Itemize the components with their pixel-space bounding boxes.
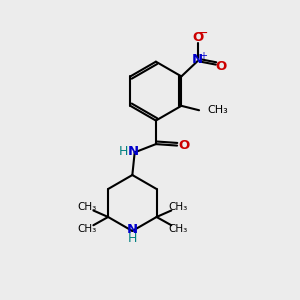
- Text: N: N: [128, 145, 139, 158]
- Text: O: O: [215, 60, 227, 73]
- Text: O: O: [192, 31, 203, 44]
- Text: −: −: [198, 27, 208, 40]
- Text: H: H: [128, 232, 137, 245]
- Text: N: N: [127, 223, 138, 236]
- Text: N: N: [192, 53, 203, 66]
- Text: H: H: [119, 145, 128, 158]
- Text: CH₃: CH₃: [168, 224, 188, 234]
- Text: +: +: [199, 51, 207, 61]
- Text: CH₃: CH₃: [77, 224, 97, 234]
- Text: O: O: [178, 139, 189, 152]
- Text: CH₃: CH₃: [207, 105, 228, 115]
- Text: CH₃: CH₃: [168, 202, 188, 212]
- Text: CH₃: CH₃: [77, 202, 97, 212]
